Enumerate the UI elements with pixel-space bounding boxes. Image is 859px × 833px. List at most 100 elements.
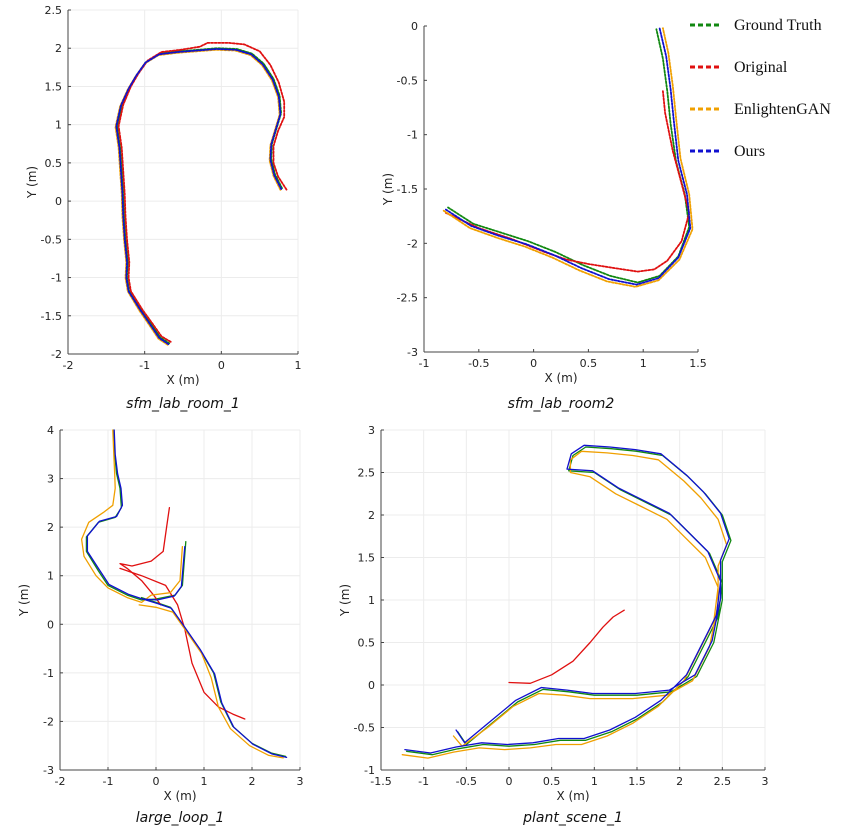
x-tick-label: 2 [249, 775, 256, 788]
y-axis-label: Y (m) [17, 584, 31, 617]
x-tick-label: 1 [201, 775, 208, 788]
x-tick-label: -1 [103, 775, 114, 788]
y-tick-label: 2 [368, 509, 375, 522]
y-tick-label: 2.5 [45, 4, 63, 17]
series-line-gt [85, 429, 187, 601]
series-line-gt [447, 28, 691, 284]
x-tick-label: 0 [506, 775, 513, 788]
y-tick-label: -2 [51, 348, 62, 361]
series-line-gt [116, 47, 284, 345]
series-line-orig [119, 507, 171, 606]
legend-label: Ours [734, 143, 765, 160]
x-tick-label: 0 [153, 775, 160, 788]
series-line-ours [445, 27, 692, 286]
y-tick-label: 2.5 [358, 467, 376, 480]
x-tick-label: 2 [676, 775, 683, 788]
y-tick-label: -2 [407, 237, 418, 250]
x-tick-label: 3 [762, 775, 769, 788]
y-axis-label: Y (m) [338, 584, 352, 617]
x-tick-label: 3 [297, 775, 304, 788]
panel-caption: sfm_lab_room_1 [126, 396, 240, 412]
x-tick-label: -1 [418, 775, 429, 788]
y-tick-label: -1 [51, 272, 62, 285]
chart-panel-1: -2 -1 0 1 -2 -1.5 -1 -0.5 0 0.5 1 1.5 2 2.5 X (m) Y (m)… [25, 4, 302, 412]
series-line-orig [445, 90, 691, 273]
y-tick-label: 0 [411, 20, 418, 33]
x-tick-label: 0.5 [543, 775, 561, 788]
x-axis-label: X (m) [163, 789, 196, 803]
x-axis-label: X (m) [556, 789, 589, 803]
x-tick-label: -0.5 [456, 775, 477, 788]
y-tick-label: 0 [368, 679, 375, 692]
y-tick-label: -1 [407, 129, 418, 142]
y-tick-label: -0.5 [41, 233, 62, 246]
legend-label: Original [734, 59, 788, 76]
x-tick-label: -1 [419, 357, 430, 370]
x-axis-label: X (m) [544, 371, 577, 385]
chart-panel-4: -1.5 -1 -0.5 0 0.5 1 1.5 2 2.5 3-1-0.500.511.522.… [338, 424, 769, 826]
y-tick-label: -1 [364, 764, 375, 777]
y-tick-label: 2 [47, 521, 54, 534]
y-axis-label: Y (m) [25, 166, 39, 199]
x-tick-label: 0 [530, 357, 537, 370]
legend-label: Ground Truth [734, 17, 822, 34]
x-tick-label: -0.5 [468, 357, 489, 370]
y-tick-label: -1 [43, 667, 54, 680]
series-line-ours [115, 48, 283, 345]
x-tick-label: -1 [139, 359, 150, 372]
x-tick-label: 1.5 [689, 357, 707, 370]
panel-caption: large_loop_1 [136, 810, 225, 826]
series-line-egan [80, 429, 184, 604]
x-tick-label: 1 [640, 357, 647, 370]
y-tick-label: -1.5 [41, 310, 62, 323]
series-line-egan [114, 48, 282, 346]
y-tick-label: 0.5 [45, 157, 63, 170]
series-line-ours [86, 429, 186, 601]
panel-caption: sfm_lab_room2 [508, 396, 615, 412]
y-tick-label: 4 [47, 424, 54, 437]
y-tick-label: 1.5 [358, 552, 376, 565]
y-tick-label: -2.5 [397, 292, 418, 305]
x-tick-label: 1 [295, 359, 302, 372]
y-tick-label: 2 [55, 42, 62, 55]
series-line-ours [141, 598, 288, 759]
x-tick-label: 1 [591, 775, 598, 788]
y-tick-label: -3 [407, 346, 418, 359]
x-tick-label: -1.5 [370, 775, 391, 788]
series-line-egan [138, 604, 284, 759]
y-tick-label: -1.5 [397, 183, 418, 196]
x-tick-label: 2.5 [714, 775, 732, 788]
series-line-ours [404, 444, 730, 754]
chart-panel-2: -1 -0.5 0 0.5 1 1.5 -3 -2.5 -2 -1.5 -1 -0.5 0 X (m) Y … [381, 20, 707, 412]
y-tick-label: 1 [55, 119, 62, 132]
x-tick-label: 0 [218, 359, 225, 372]
y-tick-label: -2 [43, 715, 54, 728]
y-tick-label: 1 [47, 570, 54, 583]
y-tick-label: -0.5 [354, 722, 375, 735]
legend: Ground Truth Original EnlightenGAN Ours [690, 17, 831, 160]
x-axis-label: X (m) [166, 373, 199, 387]
x-tick-label: 0.5 [580, 357, 598, 370]
x-tick-label: -2 [55, 775, 66, 788]
y-tick-label: 3 [47, 473, 54, 486]
y-tick-label: 0 [47, 618, 54, 631]
y-tick-label: 1 [368, 594, 375, 607]
series-line-gt [140, 596, 287, 758]
legend-label: EnlightenGAN [734, 101, 831, 118]
series-line-orig [508, 609, 625, 684]
series-line-egan [401, 450, 728, 759]
y-axis-label: Y (m) [381, 173, 395, 206]
series-line-orig [119, 567, 246, 720]
x-tick-label: 1.5 [628, 775, 646, 788]
y-tick-label: 0 [55, 195, 62, 208]
panel-caption: plant_scene_1 [522, 810, 623, 826]
series-line-orig [117, 42, 288, 343]
y-tick-label: -3 [43, 764, 54, 777]
series-line-gt [405, 446, 732, 756]
y-tick-label: 0.5 [358, 637, 376, 650]
y-tick-label: 1.5 [45, 80, 63, 93]
series-line-egan [442, 27, 694, 288]
y-tick-label: 3 [368, 424, 375, 437]
